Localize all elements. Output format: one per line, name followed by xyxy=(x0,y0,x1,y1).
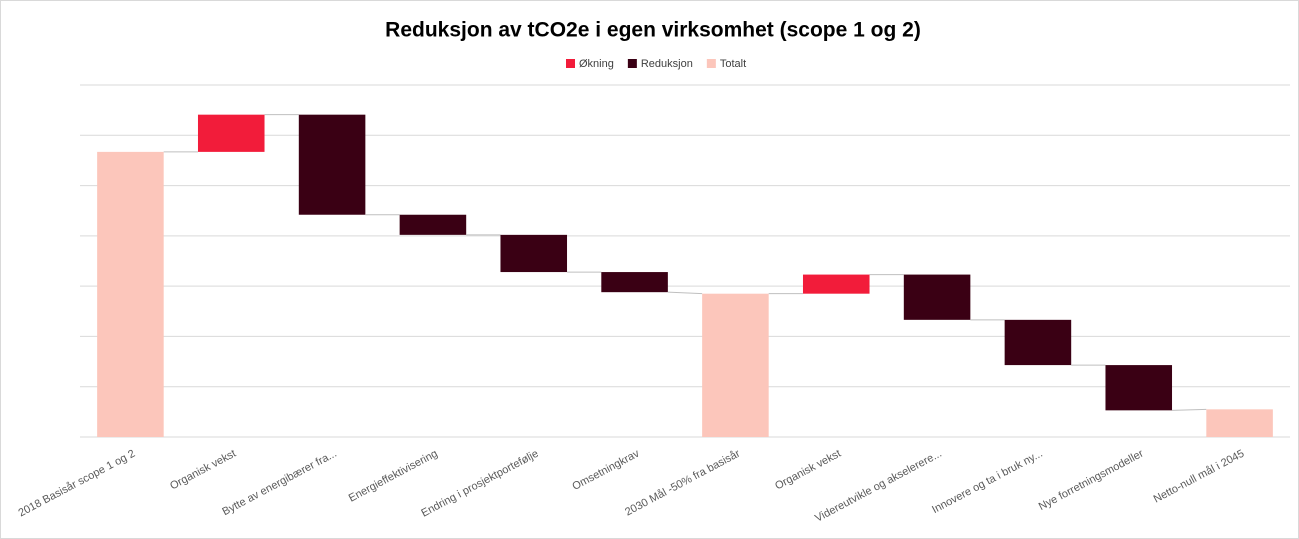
bar xyxy=(903,274,971,320)
bar xyxy=(399,214,467,235)
bar xyxy=(500,234,568,273)
bar xyxy=(1206,409,1273,437)
chart-title: Reduksjon av tCO2e i egen virksomhet (sc… xyxy=(385,19,921,42)
legend-swatch xyxy=(706,59,716,68)
connector xyxy=(667,291,703,295)
bar xyxy=(298,114,366,215)
bar xyxy=(601,272,668,293)
bar xyxy=(97,151,164,437)
bar xyxy=(197,114,265,152)
bar xyxy=(702,293,769,437)
bar xyxy=(1004,319,1072,366)
legend-label: Økning xyxy=(579,58,614,70)
legend-swatch xyxy=(627,59,637,68)
bar xyxy=(1105,365,1173,411)
connector xyxy=(1172,408,1207,411)
legend-label: Reduksjon xyxy=(641,58,693,70)
bar xyxy=(802,274,870,294)
legend-label: Totalt xyxy=(720,58,746,70)
legend-swatch xyxy=(566,59,575,68)
